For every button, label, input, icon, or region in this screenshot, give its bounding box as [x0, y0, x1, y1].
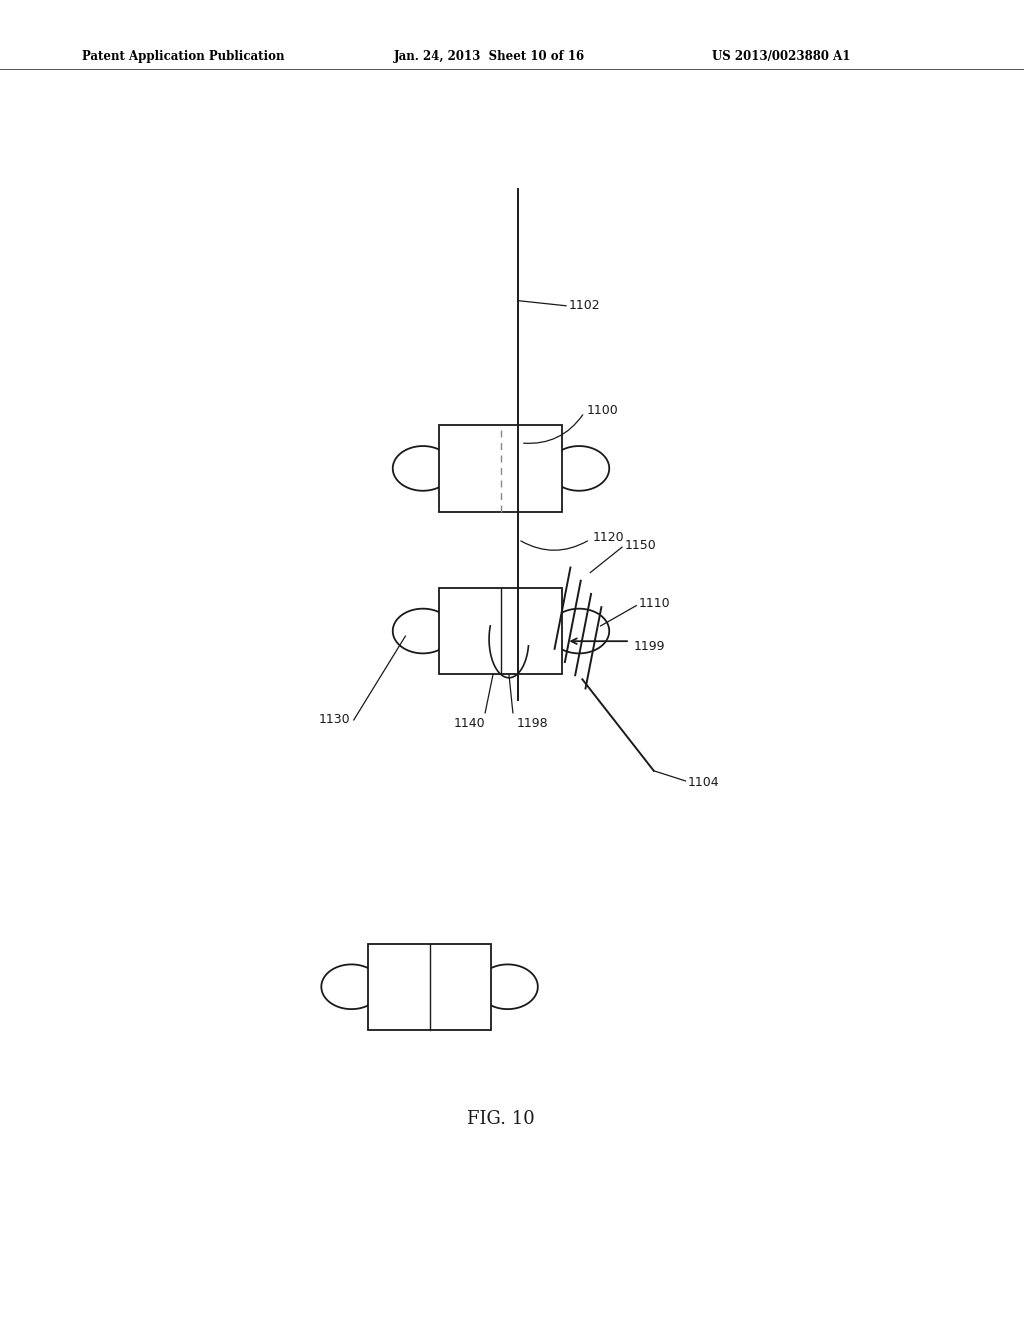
Text: US 2013/0023880 A1: US 2013/0023880 A1 — [712, 50, 850, 63]
Text: FIG. 10: FIG. 10 — [467, 1110, 535, 1127]
Text: 1102: 1102 — [568, 300, 600, 313]
Bar — [368, 944, 492, 1030]
Text: 1140: 1140 — [454, 717, 485, 730]
Text: Jan. 24, 2013  Sheet 10 of 16: Jan. 24, 2013 Sheet 10 of 16 — [394, 50, 586, 63]
Text: 1100: 1100 — [587, 404, 618, 417]
Text: 1120: 1120 — [592, 531, 624, 544]
Text: 1150: 1150 — [625, 539, 656, 552]
Bar — [439, 425, 562, 512]
Text: 1110: 1110 — [639, 597, 671, 610]
Text: Patent Application Publication: Patent Application Publication — [82, 50, 285, 63]
Bar — [439, 587, 562, 675]
Text: 1198: 1198 — [517, 717, 549, 730]
Text: 1104: 1104 — [688, 776, 720, 789]
Text: 1199: 1199 — [634, 640, 666, 653]
Text: 1130: 1130 — [318, 714, 350, 726]
